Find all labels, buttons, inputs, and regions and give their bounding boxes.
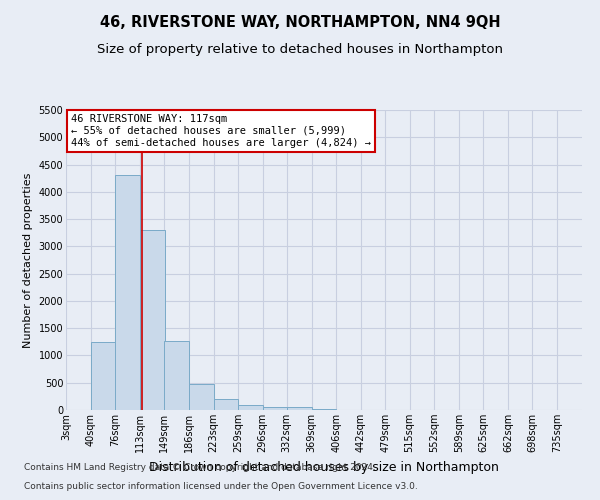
Bar bbox=[189, 384, 214, 410]
Bar bbox=[214, 399, 238, 410]
Y-axis label: Number of detached properties: Number of detached properties bbox=[23, 172, 33, 348]
Text: 46 RIVERSTONE WAY: 117sqm
← 55% of detached houses are smaller (5,999)
44% of se: 46 RIVERSTONE WAY: 117sqm ← 55% of detac… bbox=[71, 114, 371, 148]
X-axis label: Distribution of detached houses by size in Northampton: Distribution of detached houses by size … bbox=[149, 460, 499, 473]
Text: Size of property relative to detached houses in Northampton: Size of property relative to detached ho… bbox=[97, 42, 503, 56]
Text: 46, RIVERSTONE WAY, NORTHAMPTON, NN4 9QH: 46, RIVERSTONE WAY, NORTHAMPTON, NN4 9QH bbox=[100, 15, 500, 30]
Bar bbox=[238, 405, 263, 410]
Bar bbox=[287, 408, 311, 410]
Bar bbox=[263, 406, 287, 410]
Text: Contains public sector information licensed under the Open Government Licence v3: Contains public sector information licen… bbox=[24, 482, 418, 491]
Bar bbox=[140, 230, 164, 410]
Bar bbox=[164, 340, 189, 410]
Bar bbox=[91, 342, 116, 410]
Text: Contains HM Land Registry data © Crown copyright and database right 2024.: Contains HM Land Registry data © Crown c… bbox=[24, 464, 376, 472]
Bar bbox=[115, 176, 140, 410]
